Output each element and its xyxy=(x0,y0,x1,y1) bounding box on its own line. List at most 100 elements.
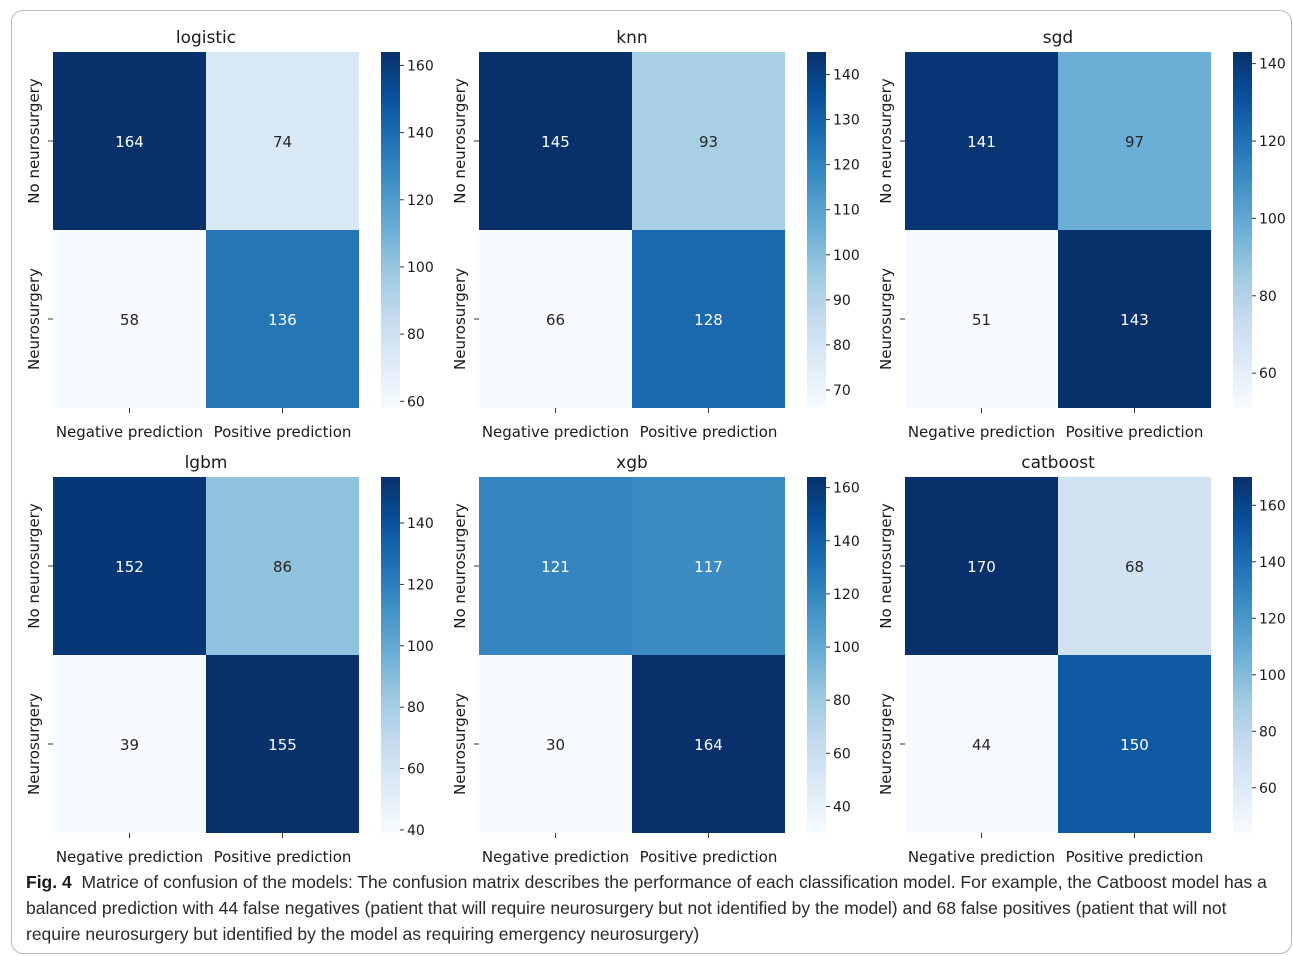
cell-value-label: 39 xyxy=(120,736,139,754)
colorbar-tick-label: 110 xyxy=(833,203,860,219)
heatmap-cell xyxy=(206,52,359,230)
colorbar-tick-label: 130 xyxy=(833,113,860,129)
heatmap-cell xyxy=(479,477,632,655)
heatmap-cell xyxy=(905,655,1058,833)
colorbar xyxy=(1233,52,1252,408)
heatmap-panel-lgbm: lgbm 152 86 39 155 Negative prediction Positiv… xyxy=(25,453,434,866)
heatmap-panel-logistic: logistic 164 74 58 136 Negative prediction Pos… xyxy=(25,28,434,441)
heatmap-cell xyxy=(1058,655,1211,833)
cell-value-label: 164 xyxy=(115,133,144,151)
cell-value-label: 143 xyxy=(1120,311,1149,329)
colorbar-tick-label: 120 xyxy=(407,577,434,593)
confusion-matrix-grid: logistic 164 74 58 136 Negative prediction Pos… xyxy=(25,28,1286,866)
heatmap-panel-xgb: xgb 121 117 30 164 Negative prediction Positiv… xyxy=(451,453,860,866)
cell-value-label: 51 xyxy=(972,311,991,329)
y-tick-label: Neurosurgery xyxy=(877,268,895,370)
heatmap-cell xyxy=(632,230,785,408)
colorbar-tick-label: 140 xyxy=(407,516,434,532)
panel-title: knn xyxy=(616,28,647,48)
colorbar-tick-label: 80 xyxy=(407,327,425,343)
cell-value-label: 150 xyxy=(1120,736,1149,754)
figure-frame xyxy=(11,10,1292,954)
heatmap-cell xyxy=(53,230,206,408)
colorbar-tick-label: 120 xyxy=(407,193,434,209)
colorbar-tick-label: 70 xyxy=(833,383,851,399)
x-tick-label: Positive prediction xyxy=(640,848,778,866)
heatmap-cell xyxy=(206,230,359,408)
x-tick-label: Positive prediction xyxy=(1066,423,1204,441)
y-tick-label: Neurosurgery xyxy=(451,268,469,370)
colorbar-tick-label: 100 xyxy=(1259,211,1286,227)
colorbar-tick-label: 60 xyxy=(833,746,851,762)
colorbar-tick-label: 100 xyxy=(833,248,860,264)
heatmap-cell xyxy=(905,477,1058,655)
x-tick-label: Negative prediction xyxy=(908,423,1055,441)
colorbar-tick-label: 160 xyxy=(1259,498,1286,514)
cell-value-label: 136 xyxy=(268,311,297,329)
cell-value-label: 44 xyxy=(972,736,991,754)
colorbar xyxy=(807,477,826,833)
colorbar-tick-label: 100 xyxy=(1259,668,1286,684)
y-tick-label: No neurosurgery xyxy=(25,78,43,204)
cell-value-label: 145 xyxy=(541,133,570,151)
heatmap-cell xyxy=(206,655,359,833)
cell-value-label: 74 xyxy=(273,133,292,151)
panel-title: catboost xyxy=(1021,453,1095,473)
colorbar-tick-label: 140 xyxy=(1259,57,1286,73)
heatmap-panel-sgd: sgd 141 97 51 143 Negative prediction Positive… xyxy=(877,28,1286,441)
y-tick-label: Neurosurgery xyxy=(25,268,43,370)
y-tick-label: No neurosurgery xyxy=(877,503,895,629)
cell-value-label: 93 xyxy=(699,133,718,151)
colorbar-tick-label: 40 xyxy=(407,823,425,839)
x-tick-label: Positive prediction xyxy=(214,848,352,866)
heatmap-cell xyxy=(1058,230,1211,408)
colorbar-tick-label: 120 xyxy=(833,587,860,603)
y-tick-label: No neurosurgery xyxy=(451,503,469,629)
cell-value-label: 117 xyxy=(694,558,723,576)
cell-value-label: 97 xyxy=(1125,133,1144,151)
heatmap-cell xyxy=(905,52,1058,230)
x-tick-label: Negative prediction xyxy=(482,423,629,441)
heatmap-cell xyxy=(1058,477,1211,655)
colorbar xyxy=(381,477,400,833)
colorbar-tick-label: 160 xyxy=(407,58,434,74)
colorbar-tick-label: 140 xyxy=(833,534,860,550)
x-tick-label: Negative prediction xyxy=(482,848,629,866)
colorbar xyxy=(1233,477,1252,833)
x-tick-label: Positive prediction xyxy=(214,423,352,441)
cell-value-label: 128 xyxy=(694,311,723,329)
cell-value-label: 58 xyxy=(120,311,139,329)
colorbar-tick-label: 140 xyxy=(407,126,434,142)
heatmap-cell xyxy=(479,52,632,230)
heatmap-cell xyxy=(206,477,359,655)
colorbar-tick-label: 120 xyxy=(1259,611,1286,627)
heatmap-cell xyxy=(632,655,785,833)
heatmap-cell xyxy=(1058,52,1211,230)
heatmap-cell xyxy=(905,230,1058,408)
colorbar-tick-label: 40 xyxy=(833,799,851,815)
colorbar-tick-label: 160 xyxy=(833,481,860,497)
y-tick-label: Neurosurgery xyxy=(25,693,43,795)
cell-value-label: 30 xyxy=(546,736,565,754)
cell-value-label: 68 xyxy=(1125,558,1144,576)
y-tick-label: No neurosurgery xyxy=(877,78,895,204)
figure-caption: Fig. 4 Matrice of confusion of the model… xyxy=(26,869,1281,947)
colorbar-tick-label: 140 xyxy=(1259,555,1286,571)
cell-value-label: 164 xyxy=(694,736,723,754)
panel-title: logistic xyxy=(176,28,236,48)
colorbar-tick-label: 60 xyxy=(1259,366,1277,382)
panel-title: xgb xyxy=(616,453,648,473)
colorbar-tick-label: 120 xyxy=(833,158,860,174)
colorbar-tick-label: 80 xyxy=(1259,289,1277,305)
heatmap-cell xyxy=(53,477,206,655)
heatmap-cell xyxy=(53,655,206,833)
x-tick-label: Positive prediction xyxy=(640,423,778,441)
colorbar-tick-label: 100 xyxy=(833,640,860,656)
figure-caption-text: Matrice of confusion of the models: The … xyxy=(26,872,1267,944)
colorbar-tick-label: 100 xyxy=(407,260,434,276)
heatmap-cell xyxy=(479,655,632,833)
cell-value-label: 66 xyxy=(546,311,565,329)
heatmap-cell xyxy=(53,52,206,230)
figure-label: Fig. 4 xyxy=(26,872,72,892)
cell-value-label: 86 xyxy=(273,558,292,576)
